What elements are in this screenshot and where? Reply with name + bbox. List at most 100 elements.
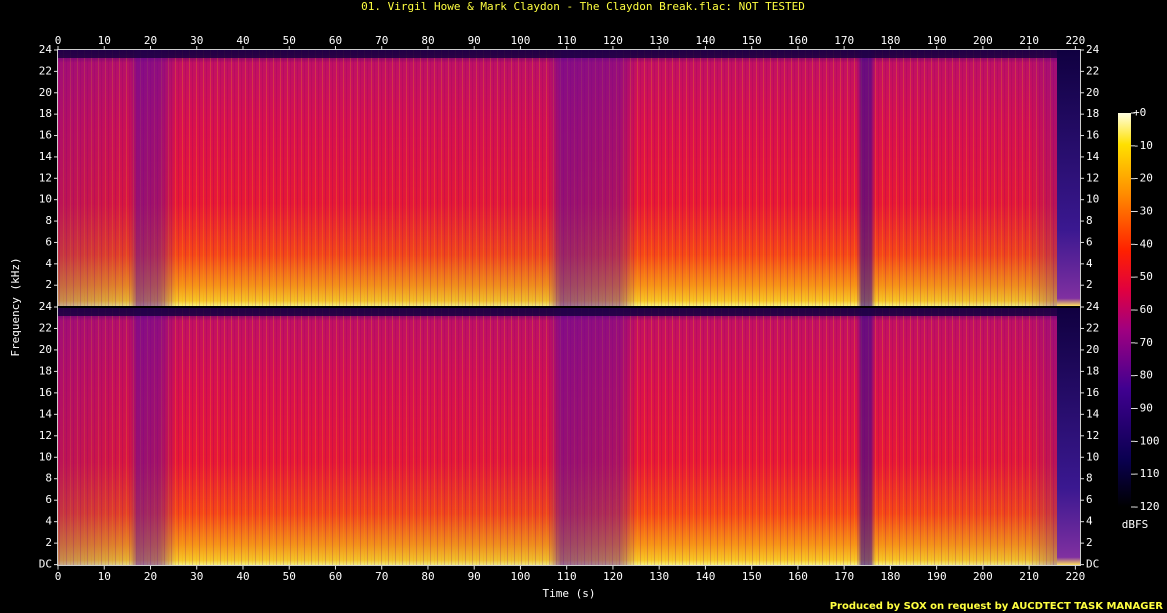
y-tick-label: 12 [39, 429, 52, 442]
x-tick-label: 180 [880, 570, 900, 583]
colorbar-tick-label: -50 [1133, 270, 1153, 283]
y-tick-label: 10 [39, 193, 52, 206]
x-tick-label: 90 [468, 34, 481, 47]
y-tick-label: 12 [1086, 429, 1099, 442]
y-tick-label: 10 [1086, 193, 1099, 206]
y-tick-label: 14 [1086, 407, 1100, 420]
chart-title: 01. Virgil Howe & Mark Claydon - The Cla… [361, 0, 805, 13]
colorbar-tick-label: -110 [1133, 467, 1160, 480]
colorbar-tick-label: -20 [1133, 172, 1153, 185]
x-tick-label: 10 [98, 34, 111, 47]
y-tick-label: 16 [39, 129, 52, 142]
cutoff-band [58, 308, 1080, 316]
y-tick-label: 16 [1086, 129, 1099, 142]
y-tick-label: 8 [1086, 214, 1093, 227]
y-tick-label: 6 [45, 493, 52, 506]
silence-tail [1057, 308, 1080, 565]
x-tick-label: 80 [421, 570, 434, 583]
y-tick-label: 24 [1086, 300, 1100, 313]
x-tick-label: 190 [927, 570, 947, 583]
y-tick-label: 16 [39, 386, 52, 399]
x-tick-label: 10 [98, 570, 111, 583]
x-tick-label: 170 [834, 34, 854, 47]
x-tick-label: 90 [468, 570, 481, 583]
footer-note: Produced by SOX on request by AUCDTECT T… [830, 601, 1164, 612]
x-tick-label: 0 [55, 34, 62, 47]
x-tick-label: 70 [375, 34, 388, 47]
x-tick-label: 200 [973, 570, 993, 583]
x-tick-label: 170 [834, 570, 854, 583]
x-tick-label: 160 [788, 34, 808, 47]
x-tick-label: 220 [1065, 570, 1085, 583]
x-tick-label: 20 [144, 570, 157, 583]
y-tick-label: 20 [39, 86, 52, 99]
colorbar-tick-label: -100 [1133, 434, 1160, 447]
y-tick-label: 18 [39, 364, 52, 377]
y-tick-label: DC [1086, 558, 1099, 571]
colorbar-tick-label: -60 [1133, 303, 1153, 316]
y-tick-label: 12 [39, 171, 52, 184]
y-tick-label: 4 [45, 515, 52, 528]
y-tick-label: 8 [45, 472, 52, 485]
y-tick-label: 20 [1086, 86, 1099, 99]
x-tick-label: 100 [511, 570, 531, 583]
spectrum-shade [58, 50, 1080, 306]
y-tick-label: 14 [39, 150, 53, 163]
y-tick-label: 24 [39, 300, 53, 313]
y-tick-label: 20 [39, 343, 52, 356]
x-tick-label: 40 [236, 34, 249, 47]
x-tick-label: 50 [283, 34, 296, 47]
colorbar-tick-label: -70 [1133, 336, 1153, 349]
colorbar-tick-label: -30 [1133, 205, 1153, 218]
y-tick-label: 18 [1086, 364, 1099, 377]
colorbar-tick-label: -120 [1133, 500, 1160, 513]
y-tick-label: 10 [39, 450, 52, 463]
y-tick-label: 2 [1086, 278, 1093, 291]
x-tick-label: 190 [927, 34, 947, 47]
x-tick-label: 70 [375, 570, 388, 583]
x-tick-label: 130 [649, 570, 669, 583]
x-tick-label: 20 [144, 34, 157, 47]
x-tick-label: 160 [788, 570, 808, 583]
x-tick-label: 200 [973, 34, 993, 47]
x-tick-label: 130 [649, 34, 669, 47]
y-tick-label: 14 [39, 407, 53, 420]
y-tick-label: 4 [1086, 515, 1093, 528]
y-tick-label: 4 [45, 257, 52, 270]
colorbar-tick-label: -10 [1133, 139, 1153, 152]
y-tick-label: 14 [1086, 150, 1100, 163]
y-tick-label: 6 [1086, 235, 1093, 248]
y-tick-label: 22 [39, 64, 52, 77]
y-tick-label: 22 [1086, 321, 1099, 334]
y-tick-label: 2 [45, 536, 52, 549]
x-tick-label: 100 [511, 34, 531, 47]
y-tick-label: 20 [1086, 343, 1099, 356]
x-axis-label: Time (s) [543, 587, 596, 600]
x-tick-label: 0 [55, 570, 62, 583]
colorbar-tick-label: +0 [1133, 106, 1146, 119]
x-tick-label: 210 [1019, 570, 1039, 583]
silence-tail [1057, 50, 1080, 306]
colorbar-tick-label: -90 [1133, 402, 1153, 415]
y-tick-label: 10 [1086, 450, 1099, 463]
y-tick-label: 6 [45, 235, 52, 248]
y-tick-label: 8 [45, 214, 52, 227]
y-tick-label: 22 [1086, 64, 1099, 77]
y-tick-label: 24 [1086, 43, 1100, 56]
y-tick-label: 18 [39, 107, 52, 120]
y-tick-label: 2 [45, 278, 52, 291]
x-tick-label: 60 [329, 34, 342, 47]
y-tick-label: DC [39, 558, 52, 571]
x-tick-label: 180 [880, 34, 900, 47]
x-tick-label: 50 [283, 570, 296, 583]
y-tick-label: 4 [1086, 257, 1093, 270]
plot-area [57, 49, 1081, 566]
y-axis-label: Frequency (kHz) [9, 257, 22, 356]
x-tick-label: 150 [742, 570, 762, 583]
x-tick-label: 110 [557, 34, 577, 47]
x-tick-label: 120 [603, 34, 623, 47]
x-tick-label: 120 [603, 570, 623, 583]
y-tick-label: 8 [1086, 472, 1093, 485]
x-tick-label: 30 [190, 570, 203, 583]
